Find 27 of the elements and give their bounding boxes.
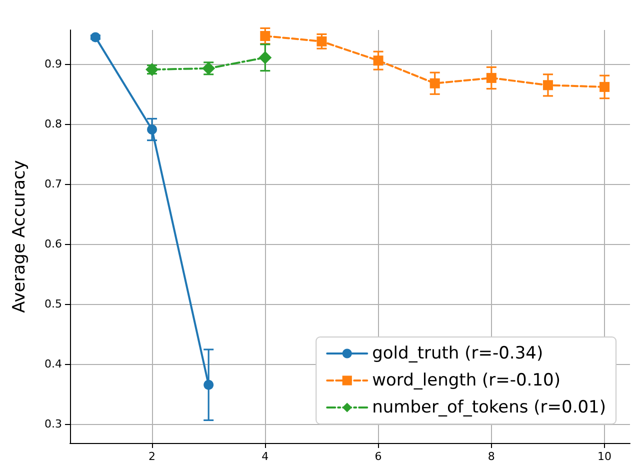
legend-label: gold_truth (r=-0.34) (372, 344, 544, 364)
point (90, 32, 100, 42)
point (542, 80, 553, 90)
y-tick-label: 0.4 (44, 357, 62, 370)
point (600, 82, 610, 92)
x-tick-label: 2 (148, 450, 156, 463)
point (204, 380, 214, 390)
y-tick-label: 0.8 (44, 118, 62, 131)
point (316, 36, 327, 46)
point (147, 124, 158, 134)
point (260, 30, 270, 41)
point (430, 78, 440, 88)
point (373, 56, 384, 66)
x-tick-label: 6 (374, 450, 382, 463)
y-axis-title: Average Accuracy (10, 160, 30, 313)
y-tick-label: 0.3 (44, 417, 62, 430)
y-tick-label: 0.5 (44, 297, 62, 310)
x-tick-label: 8 (488, 450, 495, 463)
y-tick-label: 0.7 (44, 178, 62, 191)
x-tick-label: 10 (598, 450, 612, 463)
y-tick-label: 0.9 (44, 58, 62, 71)
legend-label: number_of_tokens (r=0.01) (372, 398, 606, 418)
legend-label: word_length (r=-0.10) (372, 370, 560, 390)
y-tick-label: 0.6 (44, 237, 62, 250)
x-tick-label: 4 (262, 450, 269, 463)
point (258, 51, 272, 64)
point (486, 72, 496, 83)
